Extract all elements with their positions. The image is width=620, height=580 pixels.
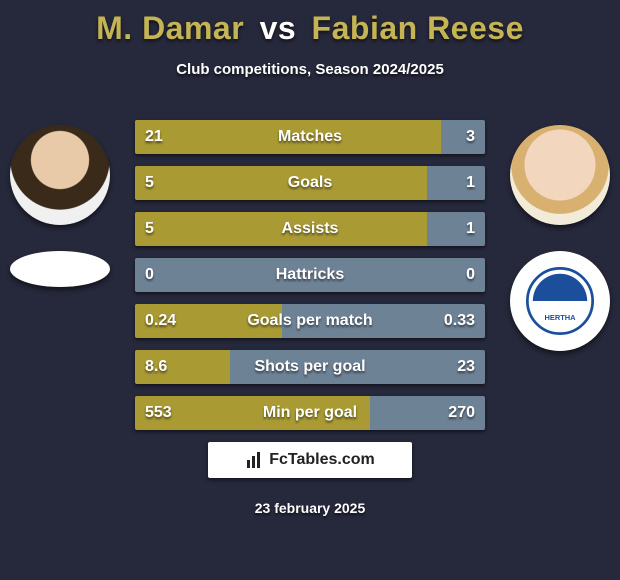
stat-value-left: 0.24 — [145, 304, 176, 338]
player2-avatar — [510, 125, 610, 225]
stat-value-left: 5 — [145, 212, 154, 246]
fctables-logo: FcTables.com — [208, 442, 412, 478]
stat-value-right: 0.33 — [444, 304, 475, 338]
stat-value-right: 270 — [448, 396, 475, 430]
comparison-title: M. Damar vs Fabian Reese — [0, 0, 620, 47]
bars-icon — [245, 450, 265, 470]
stat-bars: 21Matches3 5Goals1 5Assists1 0Hattricks0 0.2… — [135, 120, 485, 442]
player1-club-badge — [10, 251, 110, 287]
stat-bar-right — [427, 166, 485, 200]
stat-bar-left — [135, 166, 427, 200]
stat-row: 0Hattricks0 — [135, 258, 485, 292]
stat-row: 21Matches3 — [135, 120, 485, 154]
hertha-bsc-icon: HERTHA — [526, 267, 594, 335]
stat-bar-right — [230, 350, 485, 384]
stat-value-right: 23 — [457, 350, 475, 384]
stat-value-right: 3 — [466, 120, 475, 154]
stat-bar-right — [441, 120, 485, 154]
stat-bar-right — [427, 212, 485, 246]
stat-bar-left — [135, 120, 441, 154]
stat-value-left: 553 — [145, 396, 172, 430]
stat-row: 8.6Shots per goal23 — [135, 350, 485, 384]
stat-value-right: 1 — [466, 166, 475, 200]
title-player2: Fabian Reese — [312, 10, 524, 46]
stat-value-left: 0 — [145, 258, 154, 292]
subtitle: Club competitions, Season 2024/2025 — [0, 61, 620, 78]
svg-text:HERTHA: HERTHA — [544, 313, 576, 322]
stat-value-left: 5 — [145, 166, 154, 200]
stat-value-right: 1 — [466, 212, 475, 246]
stat-value-right: 0 — [466, 258, 475, 292]
stat-value-left: 21 — [145, 120, 163, 154]
player2-club-badge: HERTHA — [510, 251, 610, 351]
stat-bar-left — [135, 258, 485, 292]
title-vs: vs — [260, 10, 297, 46]
footer-date: 23 february 2025 — [0, 500, 620, 516]
right-player-column: HERTHA — [510, 125, 610, 351]
stat-row: 5Goals1 — [135, 166, 485, 200]
stat-row: 0.24Goals per match0.33 — [135, 304, 485, 338]
title-player1: M. Damar — [96, 10, 244, 46]
footer-brand: FcTables.com — [269, 451, 375, 469]
stat-value-left: 8.6 — [145, 350, 167, 384]
stat-row: 5Assists1 — [135, 212, 485, 246]
stat-row: 553Min per goal270 — [135, 396, 485, 430]
stat-bar-left — [135, 212, 427, 246]
player1-avatar — [10, 125, 110, 225]
left-player-column — [10, 125, 110, 287]
